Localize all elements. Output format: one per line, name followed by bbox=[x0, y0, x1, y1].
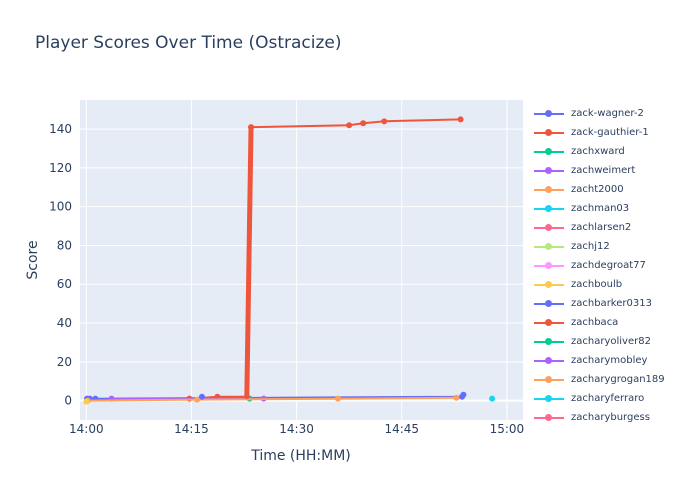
plot-area bbox=[80, 100, 523, 420]
legend-label: zachdegroat77 bbox=[571, 260, 646, 271]
data-point[interactable] bbox=[453, 394, 460, 401]
legend-swatch-icon bbox=[532, 222, 566, 234]
series-zachbarker0313 bbox=[198, 393, 205, 400]
legend-label: zachlarsen2 bbox=[571, 222, 632, 233]
legend-swatch-icon bbox=[532, 260, 566, 272]
legend-item[interactable]: zachlarsen2 bbox=[532, 218, 631, 237]
legend-label: zacharyburgess bbox=[571, 412, 650, 422]
data-point[interactable] bbox=[198, 393, 205, 400]
legend-item[interactable]: zacharygrogan189 bbox=[532, 370, 665, 389]
legend-swatch-icon bbox=[532, 241, 566, 253]
data-point[interactable] bbox=[334, 395, 341, 402]
legend-swatch-icon bbox=[532, 108, 566, 120]
legend-label: zachman03 bbox=[571, 203, 630, 214]
legend-item[interactable]: zachxward bbox=[532, 142, 625, 161]
legend[interactable]: zack-wagner-2 zack-gauthier-1 zachxward zac… bbox=[532, 104, 700, 422]
chart-title: Player Scores Over Time (Ostracize) bbox=[35, 33, 342, 53]
legend-swatch-icon bbox=[532, 317, 566, 329]
data-point[interactable] bbox=[360, 120, 367, 127]
series-jump-segment bbox=[244, 124, 254, 400]
y-tick-label: 140 bbox=[49, 122, 72, 136]
legend-item[interactable]: zachj12 bbox=[532, 237, 610, 256]
series-zachboulb bbox=[83, 398, 90, 405]
legend-swatch-icon bbox=[532, 374, 566, 386]
data-point[interactable] bbox=[346, 122, 353, 129]
y-tick-label: 80 bbox=[57, 238, 72, 252]
legend-label: zachboulb bbox=[571, 279, 623, 290]
legend-label: zachxward bbox=[571, 146, 625, 157]
legend-label: zacht2000 bbox=[571, 184, 624, 195]
legend-label: zacharygrogan189 bbox=[571, 374, 665, 385]
x-tick-label: 14:30 bbox=[279, 422, 314, 436]
series-line bbox=[87, 396, 457, 402]
legend-swatch-icon bbox=[532, 165, 566, 177]
y-tick-label: 100 bbox=[49, 200, 72, 214]
legend-swatch-icon bbox=[532, 146, 566, 158]
y-tick-label: 0 bbox=[64, 394, 72, 408]
x-axis-title: Time (HH:MM) bbox=[250, 448, 351, 464]
legend-swatch-icon bbox=[532, 412, 566, 423]
legend-swatch-icon bbox=[532, 279, 566, 291]
data-point[interactable] bbox=[457, 116, 464, 123]
legend-item[interactable]: zachboulb bbox=[532, 275, 622, 294]
legend-swatch-icon bbox=[532, 184, 566, 196]
y-axis-title: Score bbox=[25, 240, 41, 279]
legend-label: zachbarker0313 bbox=[571, 298, 652, 309]
x-tick-label: 14:00 bbox=[69, 422, 104, 436]
data-point[interactable] bbox=[83, 398, 90, 405]
legend-item[interactable]: zack-wagner-2 bbox=[532, 104, 644, 123]
legend-item[interactable]: zack-gauthier-1 bbox=[532, 123, 649, 142]
legend-item[interactable]: zachman03 bbox=[532, 199, 629, 218]
legend-swatch-icon bbox=[532, 127, 566, 139]
legend-item[interactable]: zacharymobley bbox=[532, 351, 647, 370]
x-tick-label: 14:45 bbox=[384, 422, 419, 436]
legend-item[interactable]: zacharyoliver82 bbox=[532, 332, 651, 351]
series-zachman03 bbox=[489, 395, 496, 402]
legend-label: zachj12 bbox=[571, 241, 610, 252]
y-tick-label: 20 bbox=[57, 355, 72, 369]
gridlines bbox=[80, 100, 523, 420]
legend-swatch-icon bbox=[532, 336, 566, 348]
legend-item[interactable]: zachbaca bbox=[532, 313, 618, 332]
legend-item[interactable]: zacht2000 bbox=[532, 180, 624, 199]
legend-label: zachweimert bbox=[571, 165, 636, 176]
data-point[interactable] bbox=[460, 391, 467, 398]
series-line bbox=[189, 118, 461, 400]
y-ticks: 0 20 40 60 80 100 120 140 bbox=[49, 122, 72, 408]
legend-item[interactable]: zachbarker0313 bbox=[532, 294, 652, 313]
legend-swatch-icon bbox=[532, 298, 566, 310]
legend-label: zacharyoliver82 bbox=[571, 336, 651, 347]
y-tick-label: 120 bbox=[49, 161, 72, 175]
y-tick-label: 60 bbox=[57, 277, 72, 291]
legend-label: zacharyferraro bbox=[571, 393, 645, 404]
legend-label: zack-wagner-2 bbox=[571, 108, 644, 119]
x-tick-label: 15:00 bbox=[490, 422, 525, 436]
legend-item[interactable]: zacharyburgess bbox=[532, 408, 650, 422]
legend-swatch-icon bbox=[532, 355, 566, 367]
legend-swatch-icon bbox=[532, 393, 566, 405]
y-tick-label: 40 bbox=[57, 316, 72, 330]
legend-item[interactable]: zachweimert bbox=[532, 161, 635, 180]
legend-swatch-icon bbox=[532, 203, 566, 215]
data-point[interactable] bbox=[489, 395, 496, 402]
series-layer bbox=[83, 116, 496, 405]
data-point[interactable] bbox=[194, 396, 201, 403]
legend-label: zack-gauthier-1 bbox=[571, 127, 649, 138]
legend-item[interactable]: zacharyferraro bbox=[532, 389, 644, 408]
legend-label: zachbaca bbox=[571, 317, 619, 328]
x-ticks: 14:00 14:15 14:30 14:45 15:00 bbox=[69, 422, 524, 436]
legend-item[interactable]: zachdegroat77 bbox=[532, 256, 646, 275]
data-point[interactable] bbox=[381, 118, 388, 125]
x-tick-label: 14:15 bbox=[174, 422, 209, 436]
legend-label: zacharymobley bbox=[571, 355, 648, 366]
